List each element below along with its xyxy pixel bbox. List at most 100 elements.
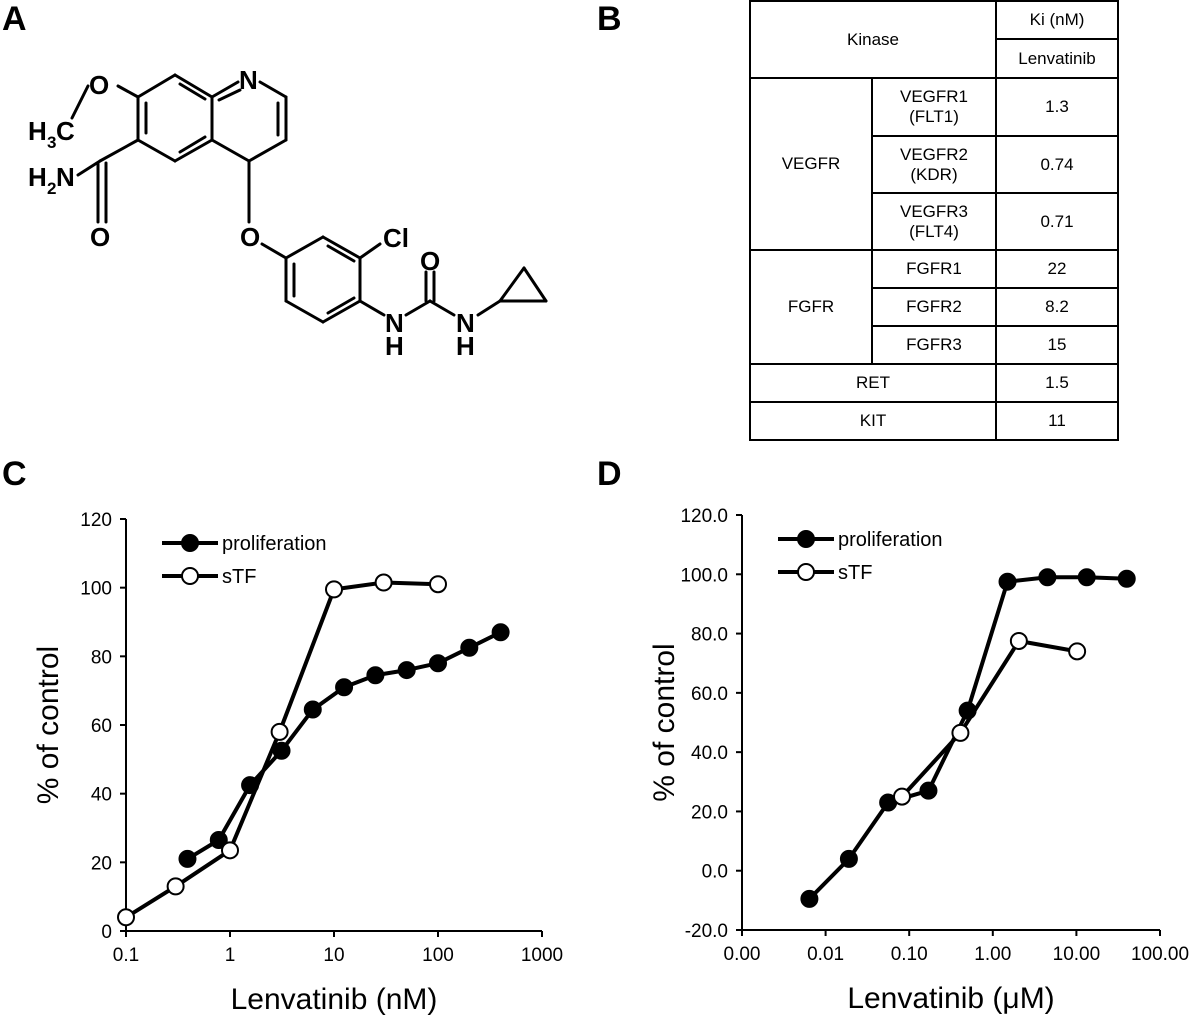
kinase-name: VEGFR2 (KDR) [871,135,997,194]
ki-value: 1.3 [995,77,1119,137]
x-tick-label: 1.00 [974,944,1011,965]
y-tick-label: -20.0 [685,921,728,942]
x-tick-label: 0.00 [724,944,761,965]
ki-value: 0.71 [995,192,1119,251]
y-axis-label: % of control [648,643,681,801]
legend-marker [797,563,815,581]
kinase-name: VEGFR1 (FLT1) [871,77,997,137]
legend-label: proliferation [222,533,327,555]
atom-aryl-ether-o: O [240,222,260,252]
data-point-proliferation [800,889,819,908]
chart-c: 0 20 40 60 80 100 120 0.1 1 10 100 1000 Lenvatinib (… [32,510,563,1016]
atom-methyl-c: C [56,116,75,146]
data-point-proliferation [1117,569,1136,588]
y-tick-label: 0 [101,922,112,943]
legend-marker [181,567,199,585]
data-point-proliferation [1038,568,1057,587]
ki-value: 0.74 [995,135,1119,194]
chart-d: -20.0 0.0 20.0 40.0 60.0 80.0 100.0 120.0 0.00 0.… [648,506,1189,1015]
data-point-proliferation [1077,568,1096,587]
y-tick-label: 80.0 [691,625,728,646]
data-point-stf [892,787,911,806]
data-point-proliferation [178,849,197,868]
y-tick-label: 100.0 [680,565,728,586]
series-line-stf [900,639,1078,798]
data-point-stf [221,841,239,860]
data-point-stf [951,723,970,742]
x-tick-label: 0.01 [807,944,844,965]
legend-label: sTF [222,566,256,588]
data-point-proliferation [209,831,228,850]
kinase-name: RET [749,363,997,403]
kinase-name: FGFR2 [871,287,997,327]
y-tick-label: 0.0 [702,862,728,883]
data-point-proliferation [303,700,322,719]
ki-value: 1.5 [995,363,1119,403]
data-point-proliferation [958,701,977,720]
legend-label: sTF [838,562,872,584]
kinase-name: FGFR1 [871,249,997,289]
series-line-proliferation [186,630,502,861]
kinase-name: VEGFR3 (FLT4) [871,192,997,251]
y-tick-label: 120 [80,510,112,531]
atom-amide-n: N [56,162,75,192]
y-tick-label: 80 [91,647,112,668]
atom-carbonyl-o: O [90,222,110,252]
panel-label-a: A [2,0,27,38]
group-vegfr: VEGFR [749,77,873,251]
y-tick-label: 40 [91,785,112,806]
kinase-ki-table: Kinase Ki (nM) Lenvatinib VEGFR VEGFR1 (F… [749,0,1119,441]
ki-value: 22 [995,249,1119,289]
x-axis-label: Lenvatinib (nM) [231,983,438,1016]
y-tick-label: 100 [80,579,112,600]
atom-nh2-n: N [456,308,475,338]
data-point-proliferation [839,849,858,868]
data-point-stf [1068,642,1087,661]
atom-urea-o: O [420,246,440,276]
panel-label-c: C [2,455,27,493]
x-axis-label: Lenvatinib (μM) [847,982,1054,1015]
y-tick-label: 120.0 [680,506,728,527]
data-point-proliferation [272,741,291,760]
data-point-stf [374,573,393,592]
x-tick-label: 0.1 [113,945,139,966]
atom-methyl-h: H [28,116,47,146]
group-fgfr: FGFR [749,249,873,365]
atom-ring-n: N [239,65,258,95]
data-point-stf [270,722,289,741]
data-point-stf [166,877,185,896]
atom-nh2-h: H [456,331,475,361]
data-point-proliferation [919,781,938,800]
header-ki: Ki (nM) [995,0,1119,40]
x-tick-label: 10 [323,945,344,966]
data-point-stf [325,580,343,599]
x-tick-label: 1000 [521,945,563,966]
y-tick-label: 40.0 [691,743,728,764]
atom-amide-subscript: 2 [47,179,56,198]
ki-value: 15 [995,325,1119,365]
panel-label-b: B [597,0,622,38]
chemical-structure: H 3 C O N H 2 N O O Cl O N H N H [28,65,548,361]
x-tick-label: 1 [225,945,236,966]
data-point-proliferation [491,623,510,642]
legend-label: proliferation [838,529,943,551]
data-point-proliferation [241,776,260,795]
x-tick-label: 100.00 [1131,944,1189,965]
ki-value: 8.2 [995,287,1119,327]
y-axis-label: % of control [32,646,65,804]
atom-methyl-subscript: 3 [47,133,56,152]
kinase-name: FGFR3 [871,325,997,365]
atom-nh1-h: H [385,331,404,361]
data-point-proliferation [397,661,416,680]
data-point-stf [1009,631,1028,650]
data-point-proliferation [429,654,447,673]
header-kinase: Kinase [749,0,997,79]
x-tick-label: 0.10 [891,944,928,965]
legend-marker [797,530,815,548]
atom-amide-h: H [28,162,47,192]
y-tick-label: 60 [91,716,112,737]
ki-value: 11 [995,401,1119,441]
data-point-proliferation [998,572,1017,591]
atom-ether-o: O [89,70,109,100]
x-tick-label: 10.00 [1053,944,1101,965]
